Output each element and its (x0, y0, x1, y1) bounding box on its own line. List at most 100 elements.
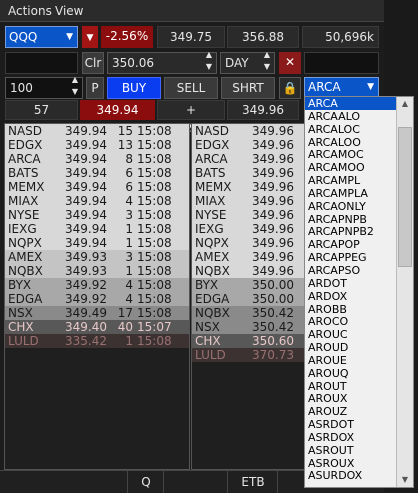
account-field[interactable] (5, 52, 78, 74)
ask-row[interactable]: NASD 349.96 (192, 124, 306, 138)
ask-price: 350.42 (252, 306, 294, 320)
ask-row[interactable]: ARCA 349.96 (192, 152, 306, 166)
bid-row[interactable]: AMEX 349.93 3 15:08 (5, 250, 189, 264)
route-option[interactable]: AROCO (308, 315, 349, 329)
ask-row[interactable]: IEXG 349.96 (192, 222, 306, 236)
ask-row[interactable]: MEMX 349.96 (192, 180, 306, 194)
bid-row[interactable]: NQPX 349.94 1 15:08 (5, 236, 189, 250)
price-stepper[interactable]: 350.06 ▲ ▼ (107, 50, 217, 74)
route-option[interactable]: ARCAPNPB (308, 212, 367, 226)
bid-row[interactable]: BATS 349.94 6 15:08 (5, 166, 189, 180)
route-option[interactable]: AROUD (308, 341, 349, 355)
ask-mm: BATS (195, 166, 226, 180)
route-option[interactable]: AROUX (308, 392, 348, 406)
route-option[interactable]: ARCALOO (308, 135, 361, 149)
menu-actions[interactable]: Actions (8, 4, 52, 18)
route-option[interactable]: ARCAPNPB2 (308, 225, 374, 239)
route-option[interactable]: AROUQ (308, 366, 349, 380)
bid-size: 40 (117, 320, 133, 334)
bid-row[interactable]: NASD 349.94 15 15:08 (5, 124, 189, 138)
ask-row[interactable]: EDGA 350.00 (192, 292, 306, 306)
bid-time: 15:08 (137, 222, 172, 236)
menu-bar: Actions View (0, 0, 384, 22)
bid-size: 4 (125, 292, 133, 306)
ask-row[interactable]: NQBX 350.42 (192, 306, 306, 320)
bid-row[interactable]: IEXG 349.94 1 15:08 (5, 222, 189, 236)
ask-row[interactable]: NSX 350.42 (192, 320, 306, 334)
cancel-order-button[interactable]: ✕ (279, 52, 301, 74)
route-option[interactable]: ARCAPPEG (308, 251, 367, 265)
route-option[interactable]: ARDOX (308, 289, 348, 303)
quantity-stepper[interactable]: 100 ▲ ▼ (5, 75, 83, 99)
bid-row[interactable]: BYX 349.92 4 15:08 (5, 278, 189, 292)
route-option[interactable]: AROUE (308, 353, 347, 367)
ask-row[interactable]: NQPX 349.96 (192, 236, 306, 250)
menu-view[interactable]: View (55, 4, 84, 18)
ask-row[interactable]: MIAX 349.96 (192, 194, 306, 208)
route-option[interactable]: AROUT (308, 379, 347, 393)
lock-button[interactable]: 🔒 (279, 77, 301, 99)
bid-row[interactable]: ARCA 349.94 8 15:08 (5, 152, 189, 166)
sell-button[interactable]: SELL (164, 77, 218, 99)
bid-row[interactable]: LULD 335.42 1 15:08 (5, 334, 189, 348)
route-option[interactable]: ARCA (305, 97, 413, 110)
ask-row[interactable]: CHX 350.60 (192, 334, 306, 348)
bid-row[interactable]: EDGA 349.92 4 15:08 (5, 292, 189, 306)
route-option[interactable]: ARCAMPL (308, 174, 361, 188)
route-option[interactable]: ARCAMOO (308, 161, 365, 175)
bid-price: 349.94 (65, 194, 107, 208)
route-option[interactable]: ARCAPSO (308, 263, 361, 277)
route-option[interactable]: ASRDOT (308, 418, 354, 432)
route-option[interactable]: ARCALOC (308, 122, 360, 136)
spin-up-icon[interactable]: ▲ ▼ (205, 50, 212, 71)
spin-icon[interactable]: ▲ ▼ (71, 75, 78, 96)
ask-row[interactable]: BATS 349.96 (192, 166, 306, 180)
extra-field[interactable] (304, 52, 379, 74)
q-indicator: Q (127, 471, 164, 493)
bid-row[interactable]: NSX 349.49 17 15:08 (5, 306, 189, 320)
bid-row[interactable]: MEMX 349.94 6 15:08 (5, 180, 189, 194)
route-option[interactable]: ASROUT (308, 443, 354, 457)
route-option[interactable]: AROUZ (308, 405, 348, 419)
ask-mm: EDGX (195, 138, 230, 152)
ask-row[interactable]: EDGX 349.96 (192, 138, 306, 152)
scroll-up-icon[interactable]: ▲ (401, 99, 409, 108)
dropdown-scrollbar[interactable]: ▲ ▼ (396, 97, 413, 487)
route-dropdown-list[interactable]: ARCA ARCAALO ARCALOC ARCALOO ARCAMOC ARCAMOO A… (304, 96, 414, 488)
route-option[interactable]: ARDOT (308, 276, 348, 290)
p-button[interactable]: P (86, 77, 104, 99)
ask-price: 349.96 (252, 180, 294, 194)
route-select[interactable]: ARCA ▼ (304, 77, 379, 97)
bid-mm: MEMX (8, 180, 45, 194)
bid-price: 349.92 (65, 278, 107, 292)
route-option[interactable]: AROUC (308, 328, 348, 342)
route-option[interactable]: ARCAONLY (308, 199, 366, 213)
bid-row[interactable]: CHX 349.40 40 15:07 (5, 320, 189, 334)
route-option[interactable]: ARCAMPLA (308, 186, 368, 200)
bid-row[interactable]: EDGX 349.94 13 15:08 (5, 138, 189, 152)
ask-row[interactable]: BYX 350.00 (192, 278, 306, 292)
tif-select[interactable]: DAY ▲ ▼ (220, 50, 275, 74)
bid-row[interactable]: NQBX 349.93 1 15:08 (5, 264, 189, 278)
symbol-select[interactable]: QQQ ▼ (5, 26, 78, 48)
ask-row[interactable]: AMEX 349.96 (192, 250, 306, 264)
route-option[interactable]: ASRDOX (308, 430, 355, 444)
bid-row[interactable]: NYSE 349.94 3 15:08 (5, 208, 189, 222)
route-option[interactable]: AROBB (308, 302, 347, 316)
route-option[interactable]: ARCAMOC (308, 148, 364, 162)
scrollbar-thumb[interactable] (398, 127, 412, 267)
symbol-menu-button[interactable]: ▼ (82, 26, 98, 48)
route-option[interactable]: ASROUX (308, 456, 355, 470)
route-option[interactable]: ARCAALO (308, 109, 361, 123)
route-option[interactable]: ASURDOX (308, 469, 363, 483)
short-button[interactable]: SHRT (221, 77, 275, 99)
clear-button[interactable]: Clr (82, 52, 104, 74)
bid-size: 6 (125, 180, 133, 194)
ask-row[interactable]: LULD 370.73 (192, 348, 306, 362)
route-option[interactable]: ARCAPOP (308, 238, 360, 252)
ask-row[interactable]: NQBX 349.96 (192, 264, 306, 278)
bid-row[interactable]: MIAX 349.94 4 15:08 (5, 194, 189, 208)
ask-row[interactable]: NYSE 349.96 (192, 208, 306, 222)
scroll-down-icon[interactable]: ▼ (401, 475, 409, 484)
buy-button[interactable]: BUY (107, 77, 161, 99)
